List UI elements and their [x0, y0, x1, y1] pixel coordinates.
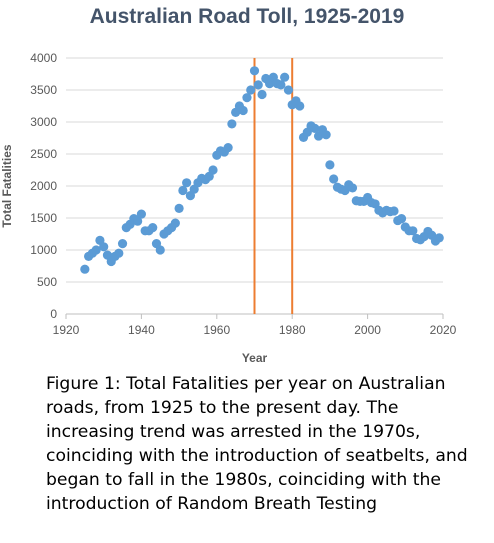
data-point-1943: [148, 223, 158, 233]
y-tick-label-2000: 2000: [30, 179, 57, 193]
data-point-1989: [321, 130, 331, 140]
data-point-1977: [276, 80, 286, 90]
data-point-1950: [174, 203, 184, 213]
data-point-2009: [396, 214, 407, 224]
data-point-1935: [117, 239, 128, 249]
chart-title: Australian Road Toll, 1925-2019: [89, 5, 405, 28]
data-point-1928: [91, 245, 101, 255]
y-tick-label-3000: 3000: [30, 115, 57, 129]
y-tick-label-3500: 3500: [30, 83, 57, 97]
data-point-1991: [329, 174, 339, 184]
data-point-1970: [249, 66, 260, 76]
data-point-1978: [280, 72, 290, 82]
data-point-1930: [99, 242, 109, 252]
x-axis-label: Year: [242, 351, 268, 365]
data-point-1939: [133, 216, 143, 226]
data-point-1979: [283, 85, 294, 95]
data-point-1945: [155, 245, 165, 255]
x-tick-label-1960: 1960: [203, 323, 230, 337]
x-tick-label-1980: 1980: [279, 323, 306, 337]
data-point-1964: [227, 119, 237, 129]
data-point-1969: [246, 85, 256, 95]
x-tick-label-1920: 1920: [53, 323, 80, 337]
data-point-1986: [310, 123, 320, 133]
data-point-1963: [223, 143, 233, 153]
data-point-1982: [295, 101, 305, 111]
data-point-1925: [80, 264, 90, 274]
y-tick-label-0: 0: [50, 307, 57, 321]
data-point-1934: [114, 248, 124, 258]
x-tick-label-1940: 1940: [128, 323, 155, 337]
data-point-2012: [408, 226, 418, 236]
data-point-1949: [170, 218, 180, 228]
y-tick-label-1500: 1500: [30, 211, 57, 225]
x-axis-ticks: 1920 1940 1960 1980 2000 2020: [53, 314, 457, 337]
data-point-1996: [347, 183, 358, 193]
data-point-1951: [178, 185, 188, 196]
y-tick-label-4000: 4000: [30, 51, 57, 65]
y-tick-label-500: 500: [37, 275, 57, 289]
x-tick-label-2020: 2020: [430, 323, 457, 337]
data-point-2019: [434, 233, 444, 243]
data-point-1967: [238, 105, 248, 116]
data-point-1952: [182, 178, 192, 188]
figure-caption: Figure 1: Total Fatalities per year on A…: [46, 374, 468, 514]
data-point-1990: [325, 160, 335, 170]
data-point-1968: [242, 93, 252, 103]
y-tick-label-2500: 2500: [30, 147, 57, 161]
y-axis-ticks: 0 500 1000 1500 2000 2500 3000 3500 4000: [30, 51, 57, 321]
x-tick-label-2000: 2000: [354, 323, 381, 337]
data-point-1972: [257, 89, 267, 100]
data-points: [80, 66, 444, 274]
y-tick-label-1000: 1000: [30, 243, 57, 257]
data-point-1971: [253, 80, 263, 90]
y-axis-label: Total Fatalities: [0, 144, 14, 227]
data-point-1959: [208, 165, 218, 175]
data-point-1940: [136, 209, 146, 219]
data-point-2007: [389, 206, 399, 216]
scatter-chart: 0 500 1000 1500 2000 2500 3000 3500 4000 1920 194…: [0, 51, 457, 365]
